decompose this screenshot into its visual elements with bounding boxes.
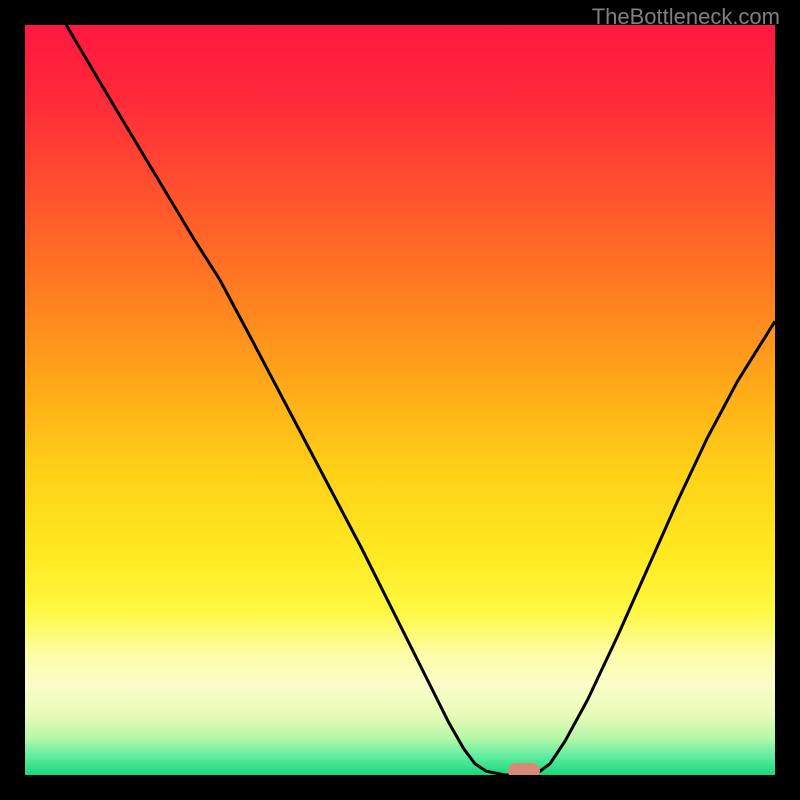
plot-area [25, 25, 775, 775]
bottleneck-curve [25, 25, 775, 775]
watermark-text: TheBottleneck.com [592, 4, 780, 30]
optimal-marker [508, 763, 540, 775]
